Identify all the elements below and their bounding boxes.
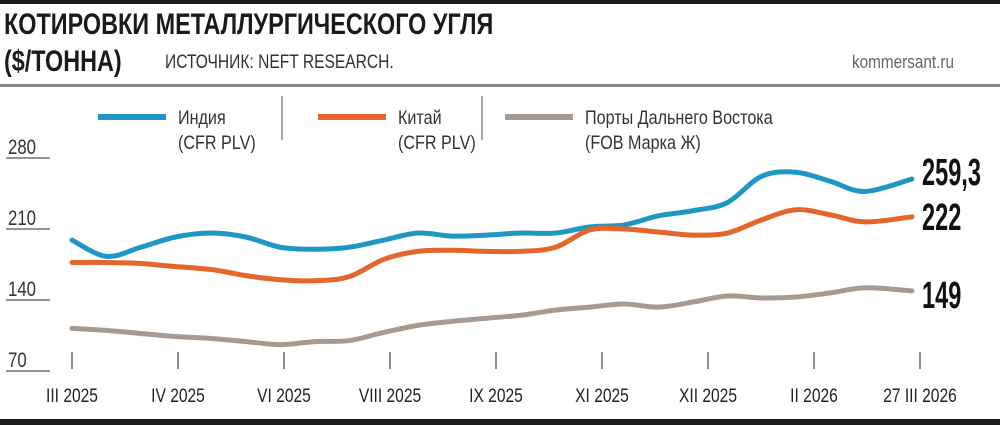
y-tick-label: 140	[8, 278, 36, 301]
legend-sublabel: (CFR PLV)	[398, 132, 476, 154]
legend-sublabel: (CFR PLV)	[178, 132, 256, 154]
legend-label: Порты Дальнего Востока	[585, 107, 773, 129]
chart-unit: ($/ТОННА)	[4, 45, 122, 78]
header-divider	[0, 84, 1000, 87]
x-tick-label: IV 2025	[151, 385, 205, 407]
x-tick-label: 27 III 2026	[883, 385, 957, 407]
y-tick-label: 280	[8, 136, 36, 159]
end-value-label: 149	[922, 273, 961, 316]
end-value-label: 222	[922, 195, 961, 238]
x-tick-label: III 2025	[46, 385, 98, 407]
x-tick-label: XII 2025	[679, 385, 737, 407]
source-note: ИСТОЧНИК: NEFT RESEARCH.	[165, 52, 394, 73]
series-line	[69, 169, 915, 259]
legend-label: Китай	[398, 107, 442, 129]
x-tick-label: IX 2025	[469, 385, 523, 407]
series-line	[69, 285, 915, 348]
x-tick-label: VIII 2025	[359, 385, 421, 407]
bottom-border	[0, 419, 1000, 425]
x-tick-label: XI 2025	[575, 385, 629, 407]
legend-label: Индия	[178, 107, 226, 129]
legend-sublabel: (FOB Марка Ж)	[585, 132, 701, 154]
chart-title: КОТИРОВКИ МЕТАЛЛУРГИЧЕСКОГО УГЛЯ	[4, 8, 494, 41]
series-line	[69, 207, 915, 284]
end-value-label: 259,3	[922, 150, 981, 193]
x-tick-label: II 2026	[790, 385, 838, 407]
y-tick-label: 70	[8, 349, 27, 372]
top-border	[0, 0, 1000, 4]
x-tick-label: VI 2025	[257, 385, 311, 407]
y-tick-label: 210	[8, 207, 36, 230]
site-credit: kommersant.ru	[852, 52, 955, 72]
